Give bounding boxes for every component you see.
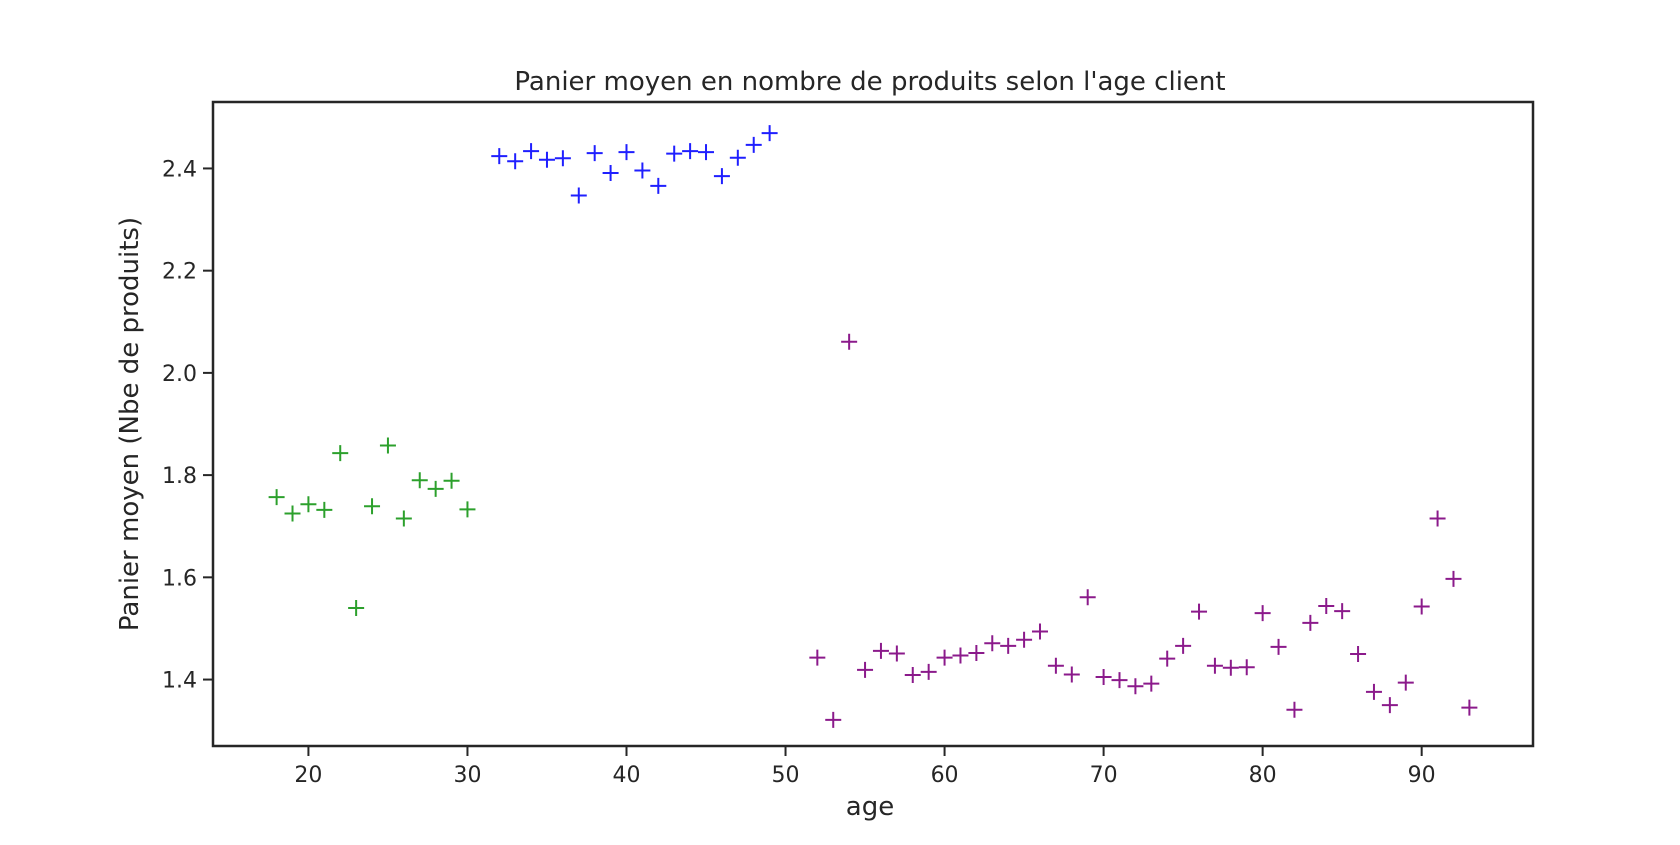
data-point — [1429, 510, 1446, 527]
data-point — [1445, 570, 1462, 587]
data-point — [1191, 603, 1208, 620]
x-tick-label: 80 — [1249, 763, 1277, 788]
data-point — [920, 663, 937, 680]
data-point — [1461, 699, 1478, 716]
data-point — [1318, 597, 1335, 614]
data-point — [857, 661, 874, 678]
y-tick-label: 1.4 — [162, 669, 197, 694]
data-point — [1286, 701, 1303, 718]
data-point — [459, 501, 476, 518]
data-points — [268, 125, 1478, 728]
plot-frame — [211, 100, 1535, 748]
data-point — [1111, 672, 1128, 689]
x-tick-label: 50 — [772, 763, 800, 788]
data-point — [729, 149, 746, 166]
data-point — [1016, 631, 1033, 648]
data-point — [1270, 638, 1287, 655]
data-point — [1238, 659, 1255, 676]
data-point — [1365, 683, 1382, 700]
data-point — [1334, 603, 1351, 620]
data-point — [411, 472, 428, 489]
data-point — [745, 136, 762, 153]
data-point — [1031, 623, 1048, 640]
data-point — [284, 505, 301, 522]
data-point — [1127, 678, 1144, 695]
data-point — [713, 168, 730, 185]
data-point — [1047, 657, 1064, 674]
data-point — [300, 496, 317, 513]
data-point — [872, 642, 889, 659]
data-point — [332, 445, 349, 462]
data-point — [984, 635, 1001, 652]
x-axis-label: age — [846, 792, 894, 822]
data-point — [809, 649, 826, 666]
data-point — [395, 510, 412, 527]
data-point — [1381, 697, 1398, 714]
data-point — [1206, 657, 1223, 674]
data-point — [936, 649, 953, 666]
data-point — [1095, 669, 1112, 685]
y-tick-label: 1.8 — [162, 464, 197, 489]
data-point — [1079, 589, 1096, 606]
data-point — [364, 498, 381, 515]
data-point — [1159, 650, 1176, 667]
data-point — [491, 148, 508, 165]
data-point — [968, 644, 985, 661]
data-point — [761, 125, 778, 142]
data-point — [554, 150, 571, 167]
y-tick-label: 2.2 — [162, 260, 197, 285]
data-point — [1397, 674, 1414, 691]
x-tick-label: 20 — [294, 763, 322, 788]
series-2 — [809, 333, 1478, 728]
data-point — [570, 187, 587, 204]
data-point — [523, 143, 540, 160]
data-point — [698, 144, 715, 161]
data-point — [1222, 659, 1239, 676]
y-tick-label: 2.4 — [162, 157, 197, 182]
y-tick-label: 1.6 — [162, 566, 197, 591]
y-axis-label: Panier moyen (Nbe de produits) — [115, 217, 145, 631]
data-point — [634, 162, 651, 179]
data-point — [1063, 666, 1080, 683]
data-point — [1143, 675, 1160, 692]
data-point — [443, 472, 460, 489]
data-point — [666, 145, 683, 162]
data-point — [507, 153, 524, 170]
data-point — [348, 600, 365, 616]
data-point — [316, 501, 333, 518]
x-tick-label: 60 — [931, 763, 959, 788]
data-point — [825, 711, 842, 728]
data-point — [538, 151, 555, 168]
data-point — [427, 480, 444, 497]
data-point — [904, 666, 921, 683]
data-point — [841, 333, 858, 350]
data-point — [379, 437, 396, 454]
data-point — [1000, 637, 1017, 654]
x-tick-label: 70 — [1090, 763, 1118, 788]
y-tick-label: 2.0 — [162, 362, 197, 387]
data-point — [1413, 598, 1430, 615]
series-0 — [268, 437, 476, 616]
data-point — [952, 647, 969, 664]
data-point — [1254, 605, 1271, 622]
chart-title: Panier moyen en nombre de produits selon… — [514, 67, 1225, 97]
data-point — [268, 489, 285, 506]
data-point — [1175, 637, 1192, 654]
data-point — [1302, 614, 1319, 631]
data-point — [586, 145, 603, 162]
data-point — [650, 177, 667, 194]
axes: 20 30 40 50 60 70 80 90 1.4 1.6 1.8 2.0 2.2 2.4 — [162, 100, 1535, 788]
series-1 — [491, 125, 778, 204]
data-point — [618, 144, 635, 161]
data-point — [602, 165, 619, 182]
data-point — [888, 645, 905, 662]
data-point — [682, 143, 699, 160]
data-point — [1350, 646, 1367, 662]
x-tick-label: 30 — [453, 763, 481, 788]
x-tick-label: 40 — [612, 763, 640, 788]
x-tick-label: 90 — [1408, 763, 1436, 788]
